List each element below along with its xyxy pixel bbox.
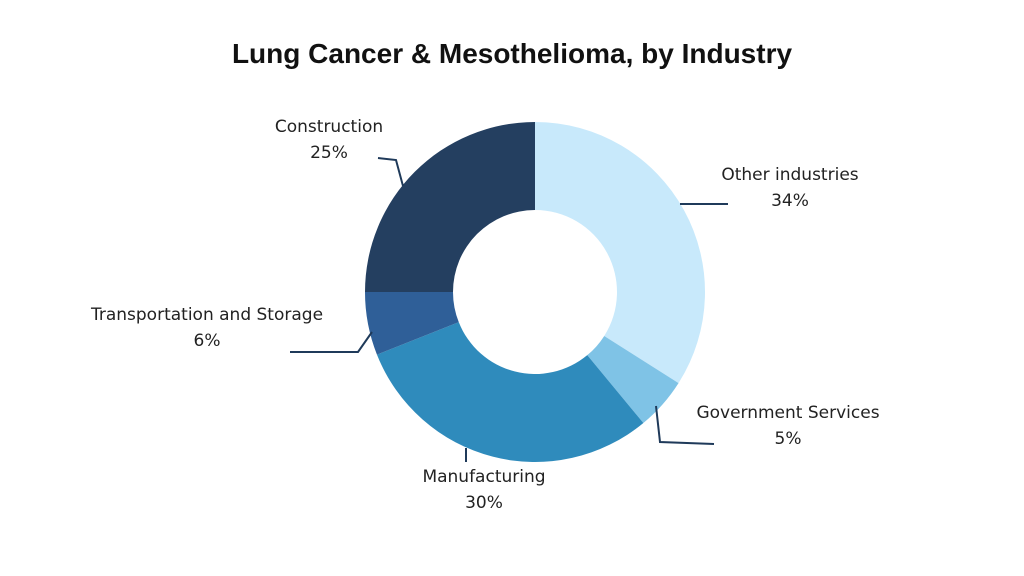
slice-label-manufacturing: Manufacturing <box>422 467 545 487</box>
slice-value-other-industries: 34% <box>771 191 809 211</box>
chart-title: Lung Cancer & Mesothelioma, by Industry <box>231 38 793 69</box>
slice-label-transportation-and-storage: Transportation and Storage <box>90 305 323 325</box>
slice-value-transportation-and-storage: 6% <box>194 331 221 351</box>
slice-construction <box>365 122 535 292</box>
slice-value-government-services: 5% <box>775 429 802 449</box>
slice-manufacturing <box>376 322 644 462</box>
slice-transportation-and-storage <box>365 292 459 355</box>
leader-line-construction <box>377 157 404 187</box>
slice-other-industries <box>535 122 705 384</box>
slice-value-manufacturing: 30% <box>465 493 503 513</box>
slice-value-construction: 25% <box>310 143 348 163</box>
leader-line-transportation-and-storage <box>290 331 373 353</box>
slice-label-government-services: Government Services <box>696 403 879 423</box>
slice-government-services <box>587 335 679 423</box>
leader-line-government-services <box>655 405 715 445</box>
slice-label-other-industries: Other industries <box>721 165 858 185</box>
slice-label-construction: Construction <box>275 117 383 137</box>
